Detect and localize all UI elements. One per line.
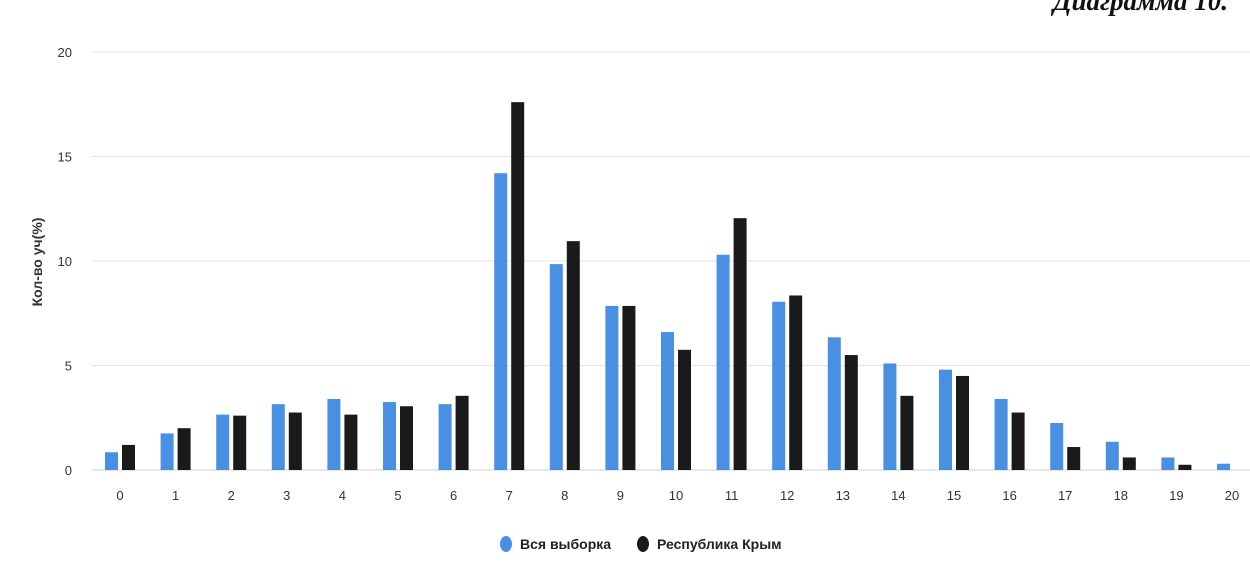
legend-label: Вся выборка [520,536,611,552]
x-tick-label: 10 [669,488,683,503]
bar-all-sample [939,369,952,470]
bar-all-sample [549,264,563,470]
bar-crimea [566,241,580,470]
bar-all-sample [383,402,396,470]
bar-all-sample [827,337,841,470]
legend-item-crimea[interactable]: Республика Крым [637,536,782,552]
x-tick-label: 11 [725,488,739,503]
bar-crimea [1011,412,1025,470]
corner-title: Диаграмма 10. [1053,0,1228,16]
x-tick-label: 9 [617,488,624,503]
bar-all-sample [883,363,897,470]
legend-label: Республика Крым [657,536,782,552]
bar-crimea [177,428,191,470]
x-tick-label: 0 [116,488,123,503]
bar-crimea [288,412,302,470]
bar-crimea [233,415,247,470]
x-tick-label: 18 [1114,488,1128,503]
x-tick-label: 4 [339,488,346,503]
legend-marker-icon [500,536,512,552]
x-tick-label: 3 [283,488,290,503]
bar-all-sample [716,254,730,470]
bar-crimea [733,218,747,470]
bar-crimea [678,349,691,470]
y-tick-label: 5 [65,359,72,374]
bar-all-sample [1217,463,1230,470]
x-tick-label: 15 [947,488,961,503]
bar-crimea [400,406,413,470]
x-tick-label: 2 [228,488,235,503]
bar-crimea [511,102,525,470]
bar-crimea [1067,447,1081,470]
bar-crimea [122,444,135,470]
y-axis-label: Кол-во уч(%) [29,218,45,307]
bar-all-sample [994,398,1008,470]
bar-crimea [344,414,358,470]
legend-item-all-sample[interactable]: Вся выборка [500,536,611,552]
bar-all-sample [1105,441,1119,470]
y-tick-label: 0 [65,463,72,478]
x-tick-label: 7 [506,488,513,503]
x-tick-label: 8 [561,488,568,503]
x-tick-label: 14 [891,488,905,503]
legend-marker-icon [637,536,649,552]
bar-crimea [622,305,636,470]
bar-all-sample [438,404,452,470]
bars [105,102,1230,470]
bar-all-sample [271,404,285,470]
x-tick-label: 17 [1058,488,1072,503]
bar-all-sample [1161,457,1175,470]
x-tick-label: 19 [1169,488,1183,503]
bar-crimea [900,395,914,470]
bar-crimea [455,395,469,470]
y-axis-ticks: 0 5 10 15 20 [58,45,72,478]
bar-all-sample [661,332,674,470]
x-tick-label: 6 [450,488,457,503]
y-tick-label: 20 [58,45,72,60]
x-tick-label: 12 [780,488,794,503]
bar-crimea [844,355,858,470]
bar-all-sample [772,301,786,470]
bar-all-sample [605,305,619,470]
legend: Вся выборка Республика Крым [500,536,782,552]
bar-all-sample [216,414,230,470]
x-tick-label: 16 [1002,488,1016,503]
bar-all-sample [494,173,508,470]
x-tick-label: 1 [172,488,179,503]
bar-all-sample [105,452,118,470]
bar-all-sample [1050,422,1064,470]
x-tick-label: 13 [836,488,850,503]
bar-crimea [789,295,803,470]
bar-crimea [1122,457,1136,470]
bar-all-sample [327,398,341,470]
y-tick-label: 15 [58,150,72,165]
bar-all-sample [160,433,174,470]
bar-crimea [956,375,969,470]
bar-crimea [1178,464,1192,470]
y-tick-label: 10 [58,254,72,269]
x-tick-label: 20 [1225,488,1239,503]
x-axis-ticks: 0 1 2 3 4 5 6 7 8 9 10 11 12 13 14 15 16 17 18 19 20 [116,488,1239,503]
x-tick-label: 5 [394,488,401,503]
